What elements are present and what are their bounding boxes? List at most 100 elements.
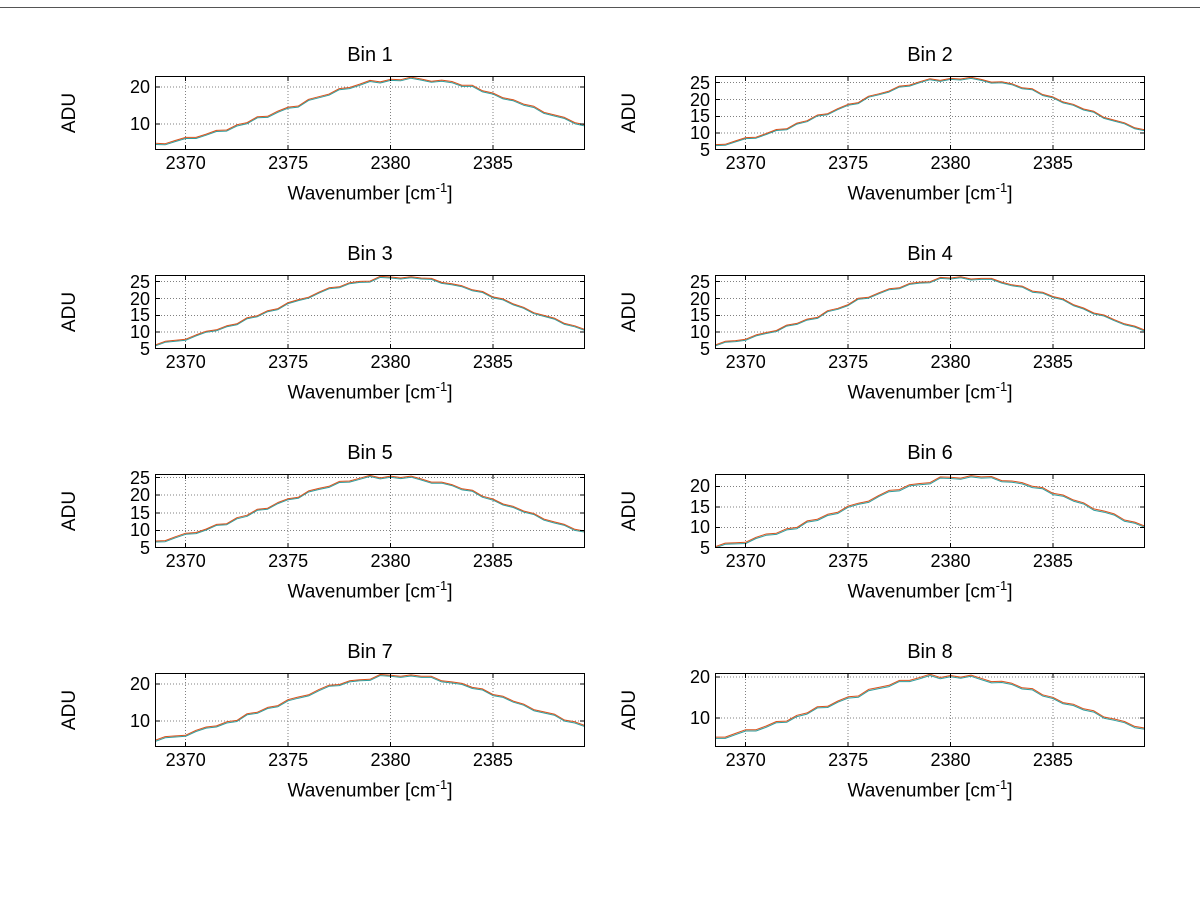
y-axis-label: ADU (615, 275, 645, 349)
subplot-bin-5: Bin 5 ADU 5 10 15 20 25 2370 2375 2380 2385 Wav… (55, 442, 585, 641)
y-axis-label-text: ADU (59, 689, 80, 731)
y-axis-label: ADU (615, 76, 645, 150)
x-axis-label: Wavenumber [cm-1] (287, 578, 453, 603)
plot-area: ADU 10 20 (55, 76, 585, 150)
y-tick-labels: 10 20 (645, 668, 715, 747)
x-tick-label: 2375 (828, 750, 869, 770)
x-tick-label: 2380 (370, 352, 411, 372)
x-tick-label: 2380 (930, 352, 971, 372)
y-axis-label-text: ADU (59, 291, 80, 333)
plot-canvas (155, 474, 585, 548)
axis-box (715, 673, 1145, 747)
subplot-bin-8: Bin 8 ADU 10 20 2370 2375 2380 2385 Wavenumb… (615, 641, 1145, 840)
x-tick-labels: 2370 2375 2380 2385 (715, 150, 1145, 176)
x-tick-labels: 2370 2375 2380 2385 (155, 349, 585, 375)
y-tick-label: 20 (129, 288, 150, 309)
plot-canvas (715, 673, 1145, 747)
trace-2 (155, 474, 585, 542)
y-tick-label: 10 (129, 114, 150, 135)
x-tick-label: 2385 (1032, 352, 1073, 372)
axis-box (155, 673, 585, 747)
x-axis-label: Wavenumber [cm-1] (847, 379, 1013, 404)
x-tick-label: 2370 (725, 551, 766, 571)
y-tick-label: 5 (139, 538, 150, 558)
axis-box (715, 275, 1145, 349)
x-axis-label: Wavenumber [cm-1] (287, 379, 453, 404)
y-tick-label: 15 (689, 305, 710, 326)
y-tick-label: 15 (129, 502, 150, 523)
trace-1 (155, 77, 585, 146)
y-axis-label-text: ADU (59, 490, 80, 532)
y-tick-labels: 5 10 15 20 25 (85, 271, 155, 358)
x-tick-label: 2375 (268, 551, 309, 571)
trace-2 (155, 674, 585, 741)
y-axis-label-text: ADU (619, 490, 640, 532)
x-tick-label: 2385 (472, 352, 513, 372)
x-tick-label: 2375 (268, 750, 309, 770)
x-tick-label: 2385 (472, 551, 513, 571)
trace-1 (155, 276, 585, 347)
x-tick-label: 2380 (930, 551, 971, 571)
chart-title: Bin 7 (347, 641, 393, 663)
y-tick-label: 20 (689, 89, 710, 110)
y-axis-label-text: ADU (619, 92, 640, 134)
y-axis-label-text: ADU (619, 689, 640, 731)
y-tick-label: 10 (129, 322, 150, 343)
chart-title: Bin 1 (347, 44, 393, 66)
y-tick-label: 20 (689, 476, 710, 497)
x-tick-label: 2370 (165, 153, 206, 173)
axis-box (715, 474, 1145, 548)
y-axis-label: ADU (55, 76, 85, 150)
chart-title: Bin 6 (907, 442, 953, 464)
x-tick-label: 2380 (930, 153, 971, 173)
trace-2 (715, 475, 1145, 548)
y-tick-label: 5 (139, 339, 150, 359)
x-tick-label: 2385 (472, 750, 513, 770)
y-tick-label: 25 (689, 271, 710, 292)
trace-1 (155, 476, 585, 543)
trace-1 (155, 675, 585, 742)
x-axis-label: Wavenumber [cm-1] (847, 777, 1013, 802)
plot-canvas (715, 474, 1145, 548)
plot-area: ADU 5 10 15 20 25 (615, 72, 1145, 159)
plot-area: ADU 10 20 (55, 673, 585, 747)
x-tick-label: 2380 (370, 750, 411, 770)
y-axis-label: ADU (55, 673, 85, 747)
x-tick-labels: 2370 2375 2380 2385 (715, 349, 1145, 375)
y-tick-label: 5 (699, 339, 710, 359)
y-tick-label: 25 (689, 72, 710, 93)
x-tick-label: 2370 (725, 352, 766, 372)
axis-box (155, 474, 585, 548)
y-tick-label: 25 (129, 271, 150, 292)
y-tick-labels: 5 10 15 20 25 (85, 469, 155, 557)
chart-title: Bin 4 (907, 243, 953, 265)
x-tick-label: 2370 (165, 352, 206, 372)
x-tick-label: 2380 (370, 153, 411, 173)
plot-area: ADU 5 10 15 20 25 (615, 271, 1145, 358)
x-tick-label: 2385 (472, 153, 513, 173)
y-tick-label: 10 (689, 708, 710, 729)
x-tick-label: 2375 (268, 153, 309, 173)
subplot-bin-1: Bin 1 ADU 10 20 2370 2375 2380 2385 Wavenumb… (55, 44, 585, 243)
x-tick-label: 2375 (828, 551, 869, 571)
x-tick-labels: 2370 2375 2380 2385 (155, 548, 585, 574)
plot-canvas (715, 76, 1145, 150)
y-tick-label: 5 (699, 140, 710, 160)
x-axis-label: Wavenumber [cm-1] (287, 777, 453, 802)
y-tick-labels: 5 10 15 20 25 (645, 72, 715, 159)
y-axis-label: ADU (55, 275, 85, 349)
window-top-edge (0, 7, 1200, 8)
x-tick-labels: 2370 2375 2380 2385 (715, 548, 1145, 574)
y-tick-label: 15 (129, 305, 150, 326)
x-axis-label: Wavenumber [cm-1] (847, 180, 1013, 205)
subplot-bin-7: Bin 7 ADU 10 20 2370 2375 2380 2385 Wavenumb… (55, 641, 585, 840)
x-tick-label: 2375 (828, 153, 869, 173)
x-tick-label: 2385 (1032, 750, 1073, 770)
subplot-bin-6: Bin 6 ADU 5 10 15 20 2370 2375 2380 2385 Waven… (615, 442, 1145, 641)
y-tick-labels: 5 10 15 20 (645, 474, 715, 557)
y-tick-label: 10 (129, 520, 150, 541)
x-tick-labels: 2370 2375 2380 2385 (715, 747, 1145, 773)
x-axis-label: Wavenumber [cm-1] (287, 180, 453, 205)
subplot-bin-3: Bin 3 ADU 5 10 15 20 25 2370 2375 2380 2385 Wav… (55, 243, 585, 442)
